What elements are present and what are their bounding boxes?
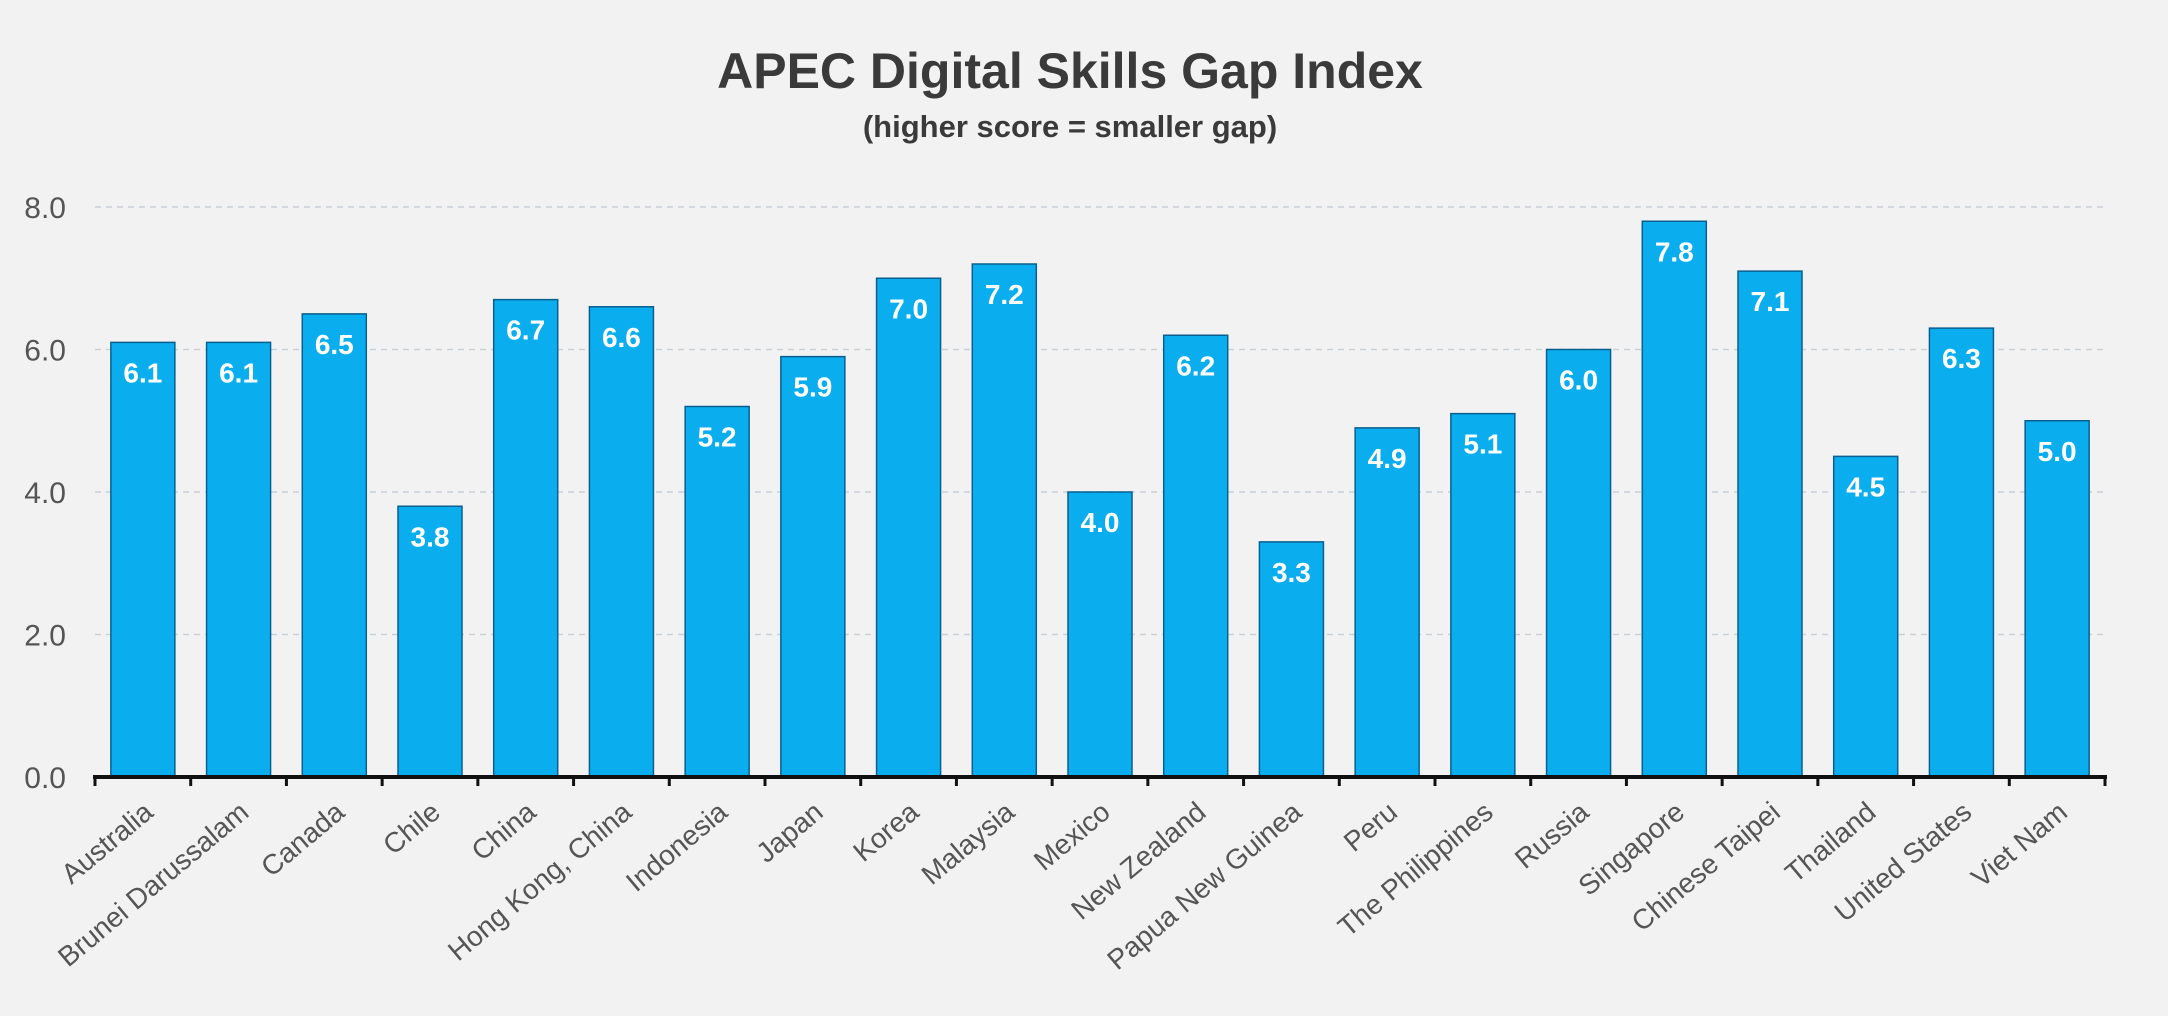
bar [1832, 455, 1899, 778]
x-tick-label: China [466, 796, 542, 867]
x-tick-label: Indonesia [620, 796, 733, 898]
bar-value-label: 5.0 [2038, 436, 2077, 467]
bar [588, 306, 655, 778]
bar-value-label: 6.1 [219, 357, 258, 388]
bar [1641, 220, 1708, 778]
bar-value-label: 7.0 [889, 293, 928, 324]
x-tick-label: Peru [1338, 796, 1403, 858]
x-tick-label: Canada [255, 796, 350, 883]
bar-value-label: 4.9 [1368, 443, 1407, 474]
bars [110, 220, 2090, 778]
bar [1450, 412, 1516, 778]
bar-value-label: 3.8 [411, 521, 450, 552]
bar [971, 263, 1038, 778]
x-axis [93, 775, 2107, 786]
x-tick-label: Malaysia [916, 796, 1021, 891]
bar-value-label: 6.7 [506, 315, 545, 346]
y-tick-label: 2.0 [24, 620, 66, 653]
bar [1258, 541, 1325, 778]
bar [1545, 348, 1612, 778]
bar [1162, 334, 1229, 778]
data-labels: 6.1 6.1 6.5 3.8 6.7 6.6 5.2 5.9 7.0 7.2 4.0 6.2 3.3 4… [123, 236, 2076, 588]
x-tick-label: Hong Kong, China [442, 796, 638, 967]
bar [875, 277, 942, 778]
bar [780, 355, 846, 778]
bar-value-label: 6.1 [123, 357, 162, 388]
bar-value-label: 6.6 [602, 322, 641, 353]
y-tick-label: 0.0 [24, 762, 66, 795]
x-tick-label: Russia [1509, 796, 1595, 875]
y-tick-label: 6.0 [24, 335, 66, 368]
bar-value-label: 5.1 [1463, 429, 1502, 460]
x-tick-label: Korea [847, 796, 924, 868]
bar [205, 341, 272, 778]
y-tick-label: 8.0 [24, 192, 66, 225]
bar-value-label: 3.3 [1272, 557, 1311, 588]
bar-value-label: 5.2 [698, 422, 737, 453]
chart-subtitle: (higher score = smaller gap) [863, 109, 1277, 144]
bar [110, 341, 176, 778]
bar [492, 298, 559, 778]
bar [1354, 427, 1420, 778]
bar [1928, 327, 1995, 778]
bar-value-label: 6.0 [1559, 365, 1598, 396]
bar [397, 505, 463, 778]
bar-value-label: 5.9 [793, 372, 832, 403]
bar-value-label: 4.0 [1081, 507, 1120, 538]
bar [301, 313, 368, 778]
bar-value-label: 7.2 [985, 279, 1024, 310]
x-tick-label: Viet Nam [1965, 796, 2073, 893]
bar [684, 405, 750, 778]
bar-value-label: 6.2 [1176, 350, 1215, 381]
x-tick-label: Mexico [1028, 796, 1116, 877]
x-tick-label: Japan [750, 796, 828, 869]
bar-value-label: 6.3 [1942, 343, 1981, 374]
bar-value-label: 7.8 [1655, 236, 1694, 267]
y-tick-label: 4.0 [24, 477, 66, 510]
chart-title: APEC Digital Skills Gap Index [717, 43, 1423, 99]
y-axis-ticks: 0.0 2.0 4.0 6.0 8.0 [24, 192, 66, 795]
bar-value-label: 7.1 [1751, 286, 1790, 317]
bar [1737, 270, 1803, 778]
bar-value-label: 4.5 [1846, 471, 1885, 502]
x-tick-label: Chile [377, 796, 446, 861]
bar [2024, 420, 2090, 778]
bar-value-label: 6.5 [315, 329, 354, 360]
